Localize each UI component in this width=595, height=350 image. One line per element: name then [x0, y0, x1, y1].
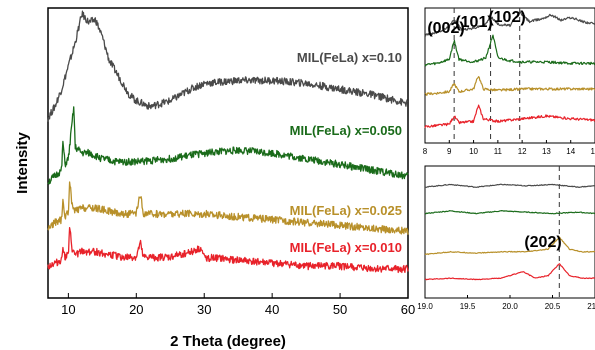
series-line-2	[424, 210, 595, 215]
series-line-4	[424, 263, 595, 281]
series-label-2: MIL(FeLa) x=0.050	[290, 123, 402, 138]
x-tick-label: 10	[61, 302, 75, 317]
inset-bottom-panel: 19.0 19.5 20.0 20.5 21.0 (202)	[417, 165, 595, 311]
x-tick-label: 20	[129, 302, 143, 317]
x-tick-label: 19.0	[417, 302, 433, 311]
x-tick-label: 40	[265, 302, 279, 317]
series-label-4: MIL(FeLa) x=0.010	[290, 240, 402, 255]
x-tick-label: 10	[469, 147, 478, 156]
inset-top-panel: 8 9 10 11 12 13 14 15 (002)(101)(102)	[423, 7, 595, 156]
x-tick-label: 19.5	[460, 302, 476, 311]
series-line-3	[424, 236, 595, 256]
series-line-3	[424, 76, 595, 96]
peak-label: (202)	[524, 234, 561, 251]
plot-frame	[424, 7, 595, 144]
series-line-3	[47, 181, 409, 235]
x-tick-label: 21.0	[587, 302, 595, 311]
x-tick-label: 20.0	[502, 302, 518, 311]
x-tick-label: 60	[401, 302, 415, 317]
peak-label: (102)	[488, 9, 525, 26]
x-tick-label: 8	[423, 147, 428, 156]
x-tick-label: 9	[447, 147, 452, 156]
x-tick-label: 50	[333, 302, 347, 317]
y-axis-title: Intensity	[14, 132, 31, 194]
series-line-1	[47, 10, 409, 122]
series-line-1	[424, 183, 595, 189]
x-tick-label: 11	[494, 147, 503, 156]
x-tick-label: 12	[518, 147, 527, 156]
peak-label: (101)	[455, 14, 492, 31]
series-line-1	[424, 11, 595, 37]
main-plot-panel: 10 20 30 40 50 60 MIL(FeLa) x=0.10 MIL(FeLa) x=…	[47, 7, 415, 317]
x-tick-label: 15	[591, 147, 595, 156]
plot-frame	[47, 7, 409, 299]
series-line-4	[47, 227, 409, 274]
series-label-3: MIL(FeLa) x=0.025	[290, 203, 402, 218]
x-tick-label: 13	[542, 147, 551, 156]
peak-label: (002)	[427, 20, 464, 37]
x-tick-label: 20.5	[545, 302, 561, 311]
series-line-4	[424, 104, 595, 129]
series-label-1: MIL(FeLa) x=0.10	[297, 50, 402, 65]
x-tick-label: 30	[197, 302, 211, 317]
x-tick-label: 14	[566, 147, 575, 156]
series-line-2	[47, 106, 409, 185]
x-axis-title: 2 Theta (degree)	[170, 333, 286, 350]
series-line-2	[424, 34, 595, 67]
